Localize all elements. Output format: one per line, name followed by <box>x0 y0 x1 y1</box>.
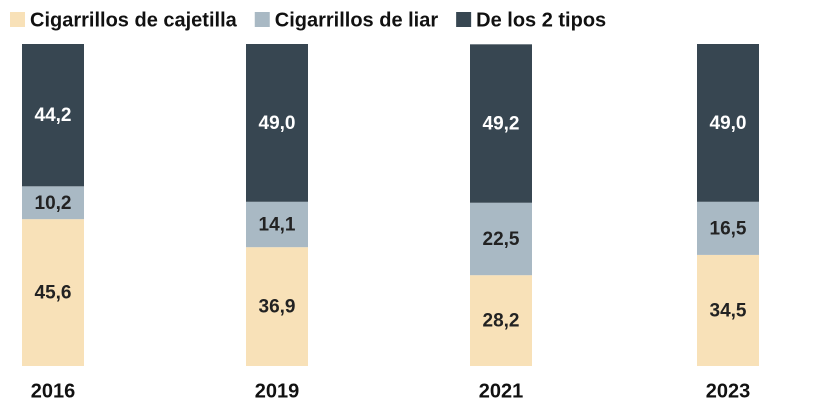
x-tick-label: 2021 <box>479 380 524 402</box>
value-label: 49,2 <box>483 114 520 135</box>
bar-segment <box>22 219 84 366</box>
bar-segment <box>22 186 84 220</box>
value-label: 44,2 <box>35 105 72 126</box>
value-label: 49,0 <box>710 113 747 134</box>
value-label: 28,2 <box>483 311 520 332</box>
value-label: 36,9 <box>259 297 296 318</box>
bar-segment <box>246 44 308 202</box>
bar-segment <box>697 201 759 255</box>
legend-swatch <box>10 12 25 27</box>
bar-segment <box>246 247 308 366</box>
bar-segment <box>697 254 759 366</box>
bar-segment <box>470 44 532 203</box>
x-tick-label: 2019 <box>255 380 300 402</box>
legend-swatch <box>254 12 270 27</box>
value-label: 16,5 <box>710 218 747 239</box>
bar-segment <box>22 44 84 187</box>
value-label: 34,5 <box>710 300 747 321</box>
x-tick-label: 2023 <box>706 380 751 402</box>
bar-segment <box>246 201 308 248</box>
legend-label: Cigarrillos de cajetilla <box>30 9 238 31</box>
value-label: 22,5 <box>483 229 520 250</box>
value-label: 14,1 <box>259 214 296 235</box>
x-tick-label: 2016 <box>31 380 76 402</box>
legend-label: Cigarrillos de liar <box>275 9 439 31</box>
value-label: 49,0 <box>259 113 296 134</box>
value-label: 45,6 <box>35 283 72 304</box>
legend-label: De los 2 tipos <box>476 9 606 31</box>
bar-segment <box>470 202 532 276</box>
bar-segment <box>470 275 532 366</box>
legend-swatch <box>456 12 472 27</box>
bar-segment <box>697 44 759 202</box>
value-label: 10,2 <box>35 193 72 214</box>
